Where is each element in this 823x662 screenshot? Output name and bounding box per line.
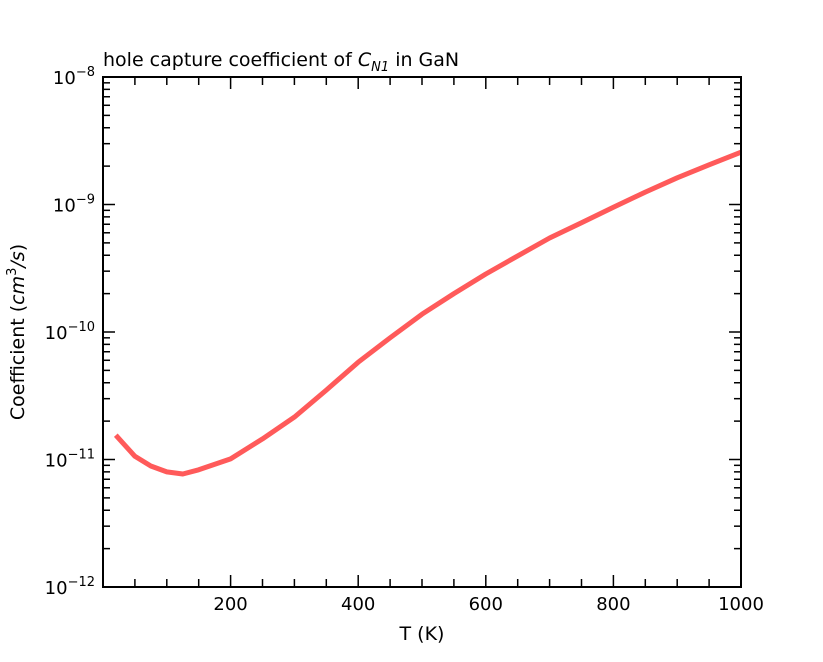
axis-ticks: [103, 77, 741, 587]
y-tick-label: 10−11: [45, 448, 95, 472]
series-group: [113, 149, 742, 477]
x-axis-label: T (K): [399, 623, 445, 645]
x-tick-label: 1000: [718, 594, 764, 615]
x-tick-label: 800: [596, 594, 630, 615]
x-tick-label: 200: [213, 594, 247, 615]
plot-frame: [102, 76, 742, 588]
y-tick-label: 10−12: [45, 575, 95, 599]
y-tick-label: 10−10: [45, 320, 95, 344]
x-tick-labels: 200 400 600 800 1000: [213, 594, 763, 615]
y-tick-label: 10−9: [53, 193, 95, 217]
x-tick-label: 400: [341, 594, 375, 615]
y-axis-label: Coefficient (cm3/s): [5, 244, 29, 420]
y-tick-labels: 10−12 10−11 10−10 10−9 10−8: [45, 65, 95, 599]
x-tick-label: 600: [469, 594, 503, 615]
y-tick-label: 10−8: [53, 65, 95, 89]
chart-title: hole capture coefficient of CN1 in GaN: [103, 49, 459, 75]
series-line: [113, 149, 742, 477]
